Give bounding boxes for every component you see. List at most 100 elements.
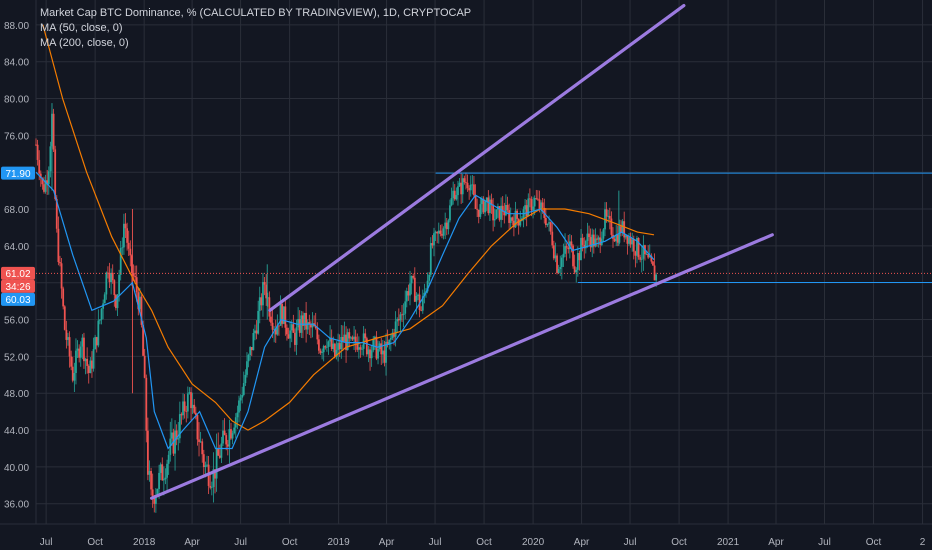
candle-body bbox=[613, 238, 616, 242]
candle-body bbox=[538, 199, 541, 210]
x-tick-label: Apr bbox=[574, 537, 590, 548]
candle-body bbox=[246, 361, 248, 375]
candle-body bbox=[178, 414, 181, 439]
candle-body bbox=[318, 339, 320, 351]
candle-body bbox=[572, 245, 574, 267]
candle-body bbox=[381, 350, 384, 355]
candle-body bbox=[557, 269, 560, 273]
price-badge-label: 71.90 bbox=[5, 169, 30, 180]
candle-body bbox=[544, 217, 547, 226]
candle-body bbox=[655, 274, 658, 281]
candle-body bbox=[377, 349, 379, 359]
candle-body bbox=[65, 329, 68, 340]
candle-body bbox=[116, 294, 119, 309]
candle-body bbox=[636, 237, 638, 256]
time-axis[interactable]: Jul Oct 2018 Apr Jul Oct 2019 Apr Jul Oct 2020 Apr J… bbox=[40, 537, 926, 548]
candle-body bbox=[407, 291, 410, 296]
candle-body bbox=[498, 206, 501, 220]
candle-body bbox=[271, 322, 274, 330]
candle-body bbox=[567, 247, 570, 250]
price-badges: 71.90 61.02 34:26 60.03 bbox=[1, 166, 35, 306]
candle-body bbox=[389, 338, 392, 340]
candle-body bbox=[36, 144, 39, 160]
price-badge-label: 34:26 bbox=[5, 282, 30, 293]
candle-body bbox=[602, 229, 605, 239]
candle-body bbox=[447, 220, 450, 230]
candle-body bbox=[43, 184, 45, 192]
candle-body bbox=[386, 341, 389, 345]
candle-body bbox=[54, 149, 57, 199]
legend-ma200[interactable]: MA (200, close, 0) bbox=[40, 37, 129, 49]
candle-body bbox=[530, 199, 533, 211]
candle-body bbox=[560, 257, 563, 267]
candle-body bbox=[319, 350, 322, 353]
candle-body bbox=[126, 228, 129, 243]
candle-body bbox=[624, 235, 627, 238]
candle-body bbox=[437, 230, 440, 234]
candle-body bbox=[99, 319, 101, 321]
candle-body bbox=[310, 324, 312, 328]
y-tick-label: 48.00 bbox=[4, 389, 29, 400]
candle-body bbox=[143, 355, 146, 378]
candle-body bbox=[228, 429, 231, 447]
candle-body bbox=[508, 210, 511, 223]
candle-body bbox=[166, 463, 168, 478]
candle-body bbox=[616, 234, 619, 243]
legend-ma50[interactable]: MA (50, close, 0) bbox=[40, 22, 123, 34]
candle-body bbox=[541, 202, 544, 208]
candle-body bbox=[324, 346, 327, 348]
candle-body bbox=[367, 349, 370, 355]
candle-body bbox=[420, 309, 423, 311]
candle-body bbox=[607, 215, 610, 217]
candle-body bbox=[79, 346, 82, 358]
candle-body bbox=[621, 221, 624, 233]
candle-body bbox=[156, 488, 159, 496]
candle-body bbox=[196, 414, 199, 440]
candle-body bbox=[97, 320, 100, 346]
candle-body bbox=[513, 220, 515, 228]
candle-body bbox=[190, 392, 192, 409]
candle-body bbox=[202, 454, 205, 468]
y-tick-label: 80.00 bbox=[4, 95, 29, 106]
x-tick-label: Apr bbox=[184, 537, 200, 548]
candle-body bbox=[39, 173, 42, 179]
candle-body bbox=[340, 337, 343, 350]
candle-body bbox=[568, 241, 571, 250]
candle-body bbox=[505, 205, 507, 216]
candle-body bbox=[353, 336, 355, 340]
candle-body bbox=[535, 198, 538, 199]
candle-body bbox=[586, 233, 589, 241]
candle-body bbox=[254, 330, 256, 334]
candle-body bbox=[532, 206, 534, 211]
candle-body bbox=[222, 430, 224, 444]
price-badge-label: 60.03 bbox=[5, 295, 30, 306]
candle-body bbox=[158, 472, 160, 489]
candle-body bbox=[249, 347, 252, 356]
candle-body bbox=[375, 336, 378, 359]
candle-body bbox=[524, 205, 526, 210]
candle-body bbox=[276, 325, 279, 335]
candle-body bbox=[559, 266, 562, 270]
candle-body bbox=[108, 272, 111, 283]
candle-body bbox=[536, 198, 539, 200]
candle-body bbox=[645, 253, 648, 255]
candle-body bbox=[87, 365, 90, 374]
price-badge-label: 61.02 bbox=[5, 269, 30, 280]
candle-body bbox=[397, 319, 400, 321]
candle-body bbox=[394, 321, 397, 337]
candle-body bbox=[548, 222, 550, 224]
legend-title[interactable]: Market Cap BTC Dominance, % (CALCULATED … bbox=[40, 7, 472, 19]
candle-body bbox=[89, 360, 92, 374]
candle-body bbox=[592, 234, 595, 247]
candle-body bbox=[212, 469, 215, 488]
candle-body bbox=[401, 314, 403, 316]
candle-body bbox=[351, 337, 354, 340]
candle-body bbox=[399, 314, 402, 321]
candle-body bbox=[199, 441, 202, 443]
candle-body bbox=[482, 198, 485, 213]
candle-body bbox=[637, 237, 640, 258]
candle-body bbox=[118, 274, 121, 295]
candle-body bbox=[465, 182, 467, 183]
